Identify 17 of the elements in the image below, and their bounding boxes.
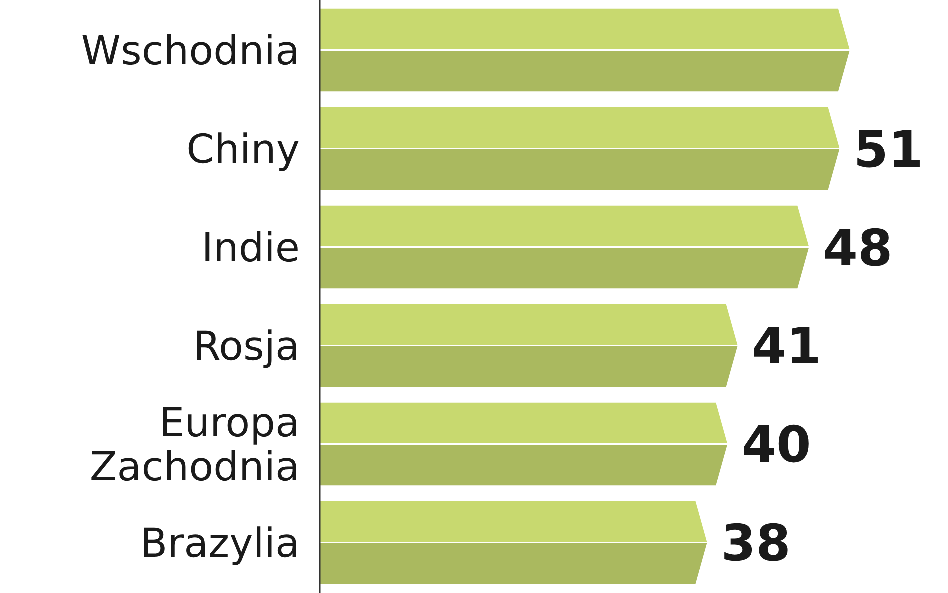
data-label: 48	[823, 219, 893, 278]
data-label: 40	[742, 416, 812, 474]
y-tick-label: Chiny	[186, 127, 300, 174]
bar	[320, 8, 850, 92]
data-label: 38	[721, 514, 791, 573]
bar	[320, 501, 708, 584]
y-tick-label: Europa Zachodnia	[90, 400, 300, 491]
bar	[320, 402, 728, 486]
data-label: 41	[752, 318, 822, 376]
bar	[320, 107, 840, 190]
y-tick-label: Wschodnia	[81, 28, 300, 75]
y-tick-label: Indie	[202, 226, 300, 272]
y-tick-label: Brazylia	[140, 521, 300, 568]
bar	[320, 206, 810, 289]
data-label: 51	[854, 120, 924, 179]
y-tick-label: Rosja	[193, 324, 300, 370]
bar	[320, 304, 738, 388]
